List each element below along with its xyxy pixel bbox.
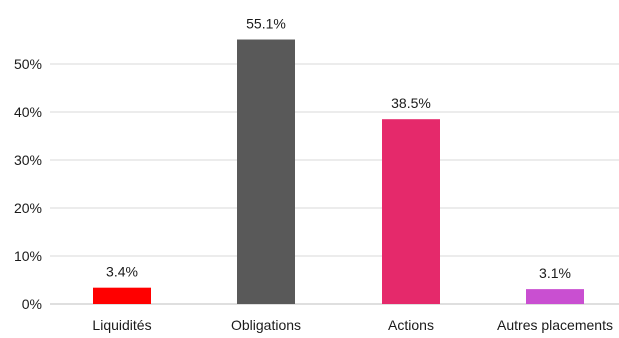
x-axis-category-labels: Liquidités Obligations Actions Autres place… — [92, 317, 613, 333]
grid-lines — [50, 63, 619, 305]
bar-data-label: 3.4% — [106, 264, 138, 280]
bar — [237, 39, 295, 305]
y-tick-label: 20% — [14, 200, 42, 216]
category-label: Autres placements — [497, 317, 613, 333]
bar-data-label: 55.1% — [246, 16, 286, 32]
y-tick-label: 10% — [14, 248, 42, 264]
y-tick-label: 50% — [14, 56, 42, 72]
bars — [93, 39, 584, 305]
category-label: Obligations — [231, 317, 301, 333]
y-tick-label: 30% — [14, 152, 42, 168]
bar — [526, 289, 584, 304]
y-axis-tick-labels: 0% 10% 20% 30% 40% 50% — [14, 56, 42, 312]
y-tick-label: 0% — [22, 296, 42, 312]
y-tick-label: 40% — [14, 104, 42, 120]
data-labels: 3.4% 55.1% 38.5% 3.1% — [106, 16, 571, 282]
bar — [93, 287, 151, 304]
bar-data-label: 38.5% — [391, 95, 431, 111]
bar-data-label: 3.1% — [539, 265, 571, 281]
category-label: Actions — [388, 317, 434, 333]
bar — [382, 119, 440, 304]
category-label: Liquidités — [92, 317, 151, 333]
